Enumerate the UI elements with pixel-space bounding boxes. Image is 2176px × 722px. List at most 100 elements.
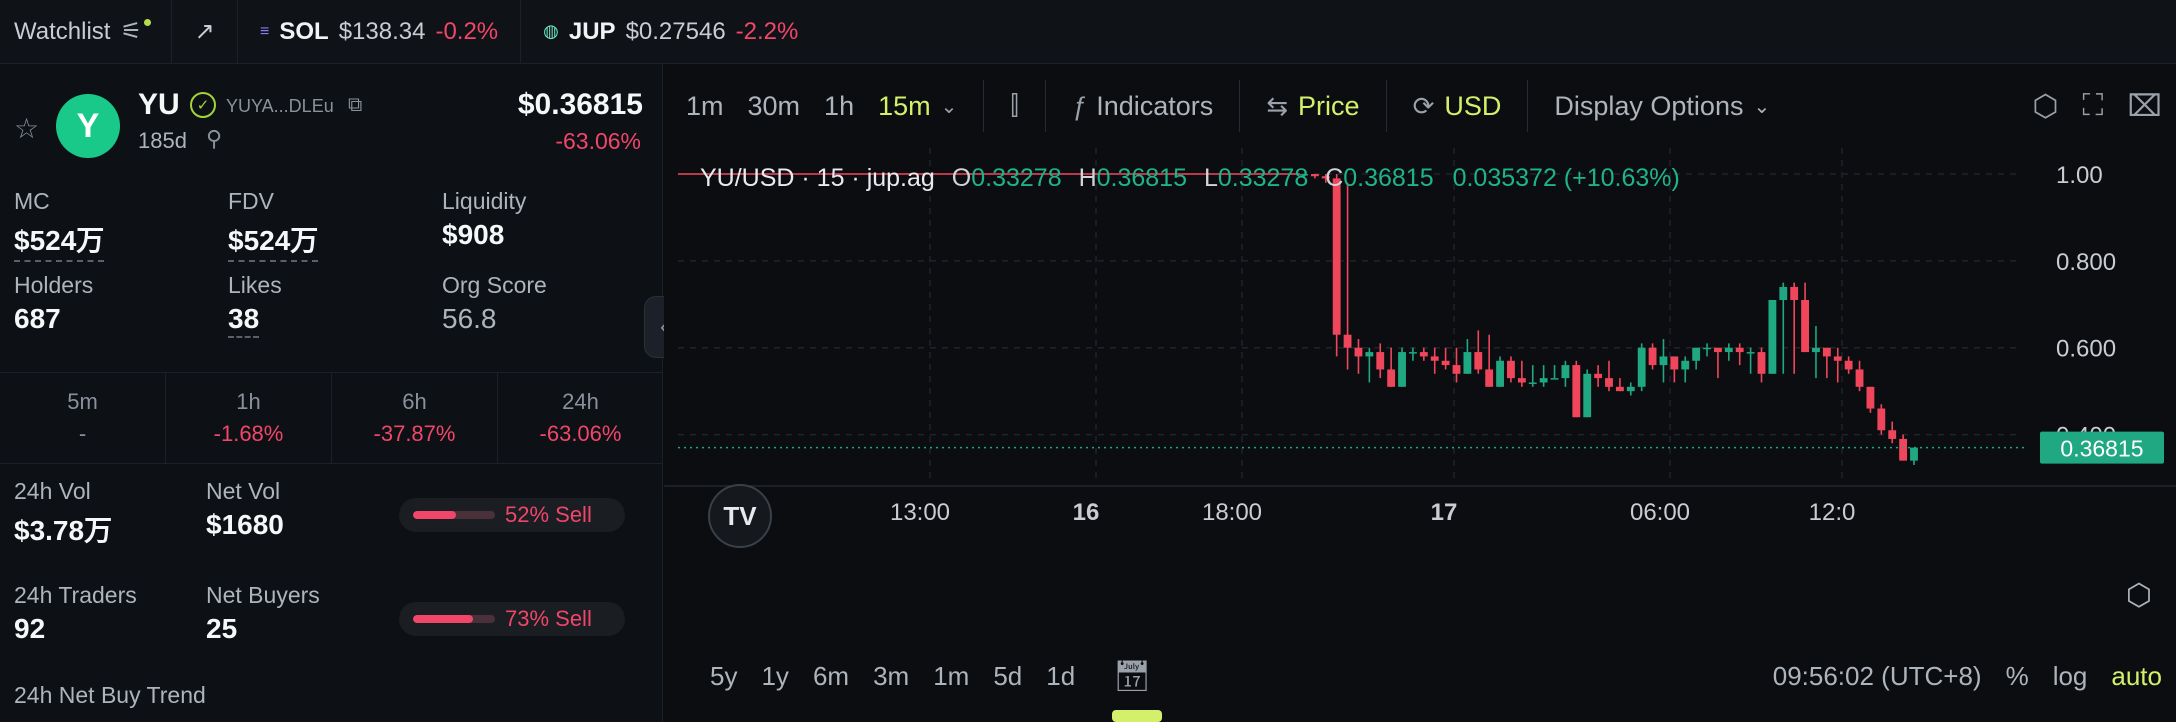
auto-toggle[interactable]: auto [2111, 660, 2162, 691]
stat-org-score: Org Score 56.8 [442, 272, 547, 335]
chevron-down-icon: ⌄ [1753, 95, 1771, 118]
token-symbol: YU [138, 88, 180, 121]
indicators-button[interactable]: ƒ Indicators [1060, 64, 1226, 148]
traders-sell-fill [413, 615, 473, 623]
candle-body [1398, 352, 1406, 387]
candle-body [1376, 352, 1385, 370]
candle-body [1310, 174, 1319, 177]
stat-value: 25 [206, 613, 238, 644]
range-3m[interactable]: 3m [873, 660, 910, 691]
copy-icon[interactable]: ⧉ [348, 94, 363, 116]
stat-label: 24h Vol [14, 478, 91, 504]
price-chart[interactable]: 1.000.8000.6000.40013:001618:001706:0012… [664, 148, 2176, 630]
watch-asset-sol[interactable]: ≡ SOL $138.34 -0.2% [238, 0, 522, 64]
price-toggle[interactable]: ⇆ Price [1254, 64, 1371, 148]
calendar-icon[interactable]: 📅︎ [1113, 659, 1152, 693]
stat-value[interactable]: 38 [228, 303, 260, 338]
price-label: Price [1298, 90, 1360, 121]
stat-net-buyers: Net Buyers 25 [206, 582, 320, 645]
candle-body [1419, 352, 1428, 357]
stat-net-vol: Net Vol $1680 [206, 478, 284, 541]
stat-value[interactable]: $524万 [14, 219, 105, 262]
asset-price: $0.27546 [625, 17, 726, 45]
candle-body [1724, 347, 1733, 353]
interval-1m[interactable]: 1m [686, 90, 724, 121]
timeframe-24h[interactable]: 24h -63.06% [498, 373, 663, 463]
settings-button[interactable]: ⬡ [2020, 64, 2070, 148]
candle-body [1648, 347, 1657, 366]
x-tick-label: 06:00 [1630, 499, 1690, 526]
percent-toggle[interactable]: % [2005, 660, 2029, 691]
candle-body [1441, 360, 1450, 366]
search-icon[interactable]: ⚲ [206, 126, 223, 151]
stat-value: $908 [442, 219, 505, 250]
stat-value: 92 [14, 613, 46, 644]
candle-body [1572, 365, 1581, 418]
axis-settings-icon[interactable]: ⬡ [2125, 579, 2152, 612]
star-icon[interactable]: ☆ [14, 113, 40, 144]
token-info-panel: ☆ Y YU ✓ YUYA...DLEu ⧉ 185d ⚲ $0.36815 -… [0, 64, 663, 722]
timeframe-6h[interactable]: 6h -37.87% [332, 373, 498, 463]
candle-body [1626, 386, 1635, 392]
range-6m[interactable]: 6m [812, 660, 850, 691]
watchlist-button[interactable]: Watchlist ⚟ [0, 0, 172, 64]
tradingview-logo[interactable]: TV [708, 484, 772, 548]
log-toggle[interactable]: log [2052, 660, 2088, 691]
candle-body [1300, 174, 1308, 176]
stat-likes: Likes 38 [228, 272, 282, 338]
candle-body [1354, 347, 1363, 357]
candle-body [1528, 382, 1537, 384]
timeframe-1h[interactable]: 1h -1.68% [166, 373, 332, 463]
legend-l: 0.33278 [1217, 164, 1309, 192]
candle-body [1496, 360, 1504, 387]
candle-style-button[interactable]: ⫿ [998, 64, 1030, 148]
expand-arrow-icon[interactable]: ↗ [172, 0, 238, 64]
indicators-label: Indicators [1096, 90, 1214, 121]
last-price-tag [2040, 431, 2164, 464]
range-1y[interactable]: 1y [761, 660, 789, 691]
candle-body [1332, 178, 1341, 335]
range-5d[interactable]: 5d [993, 660, 1023, 691]
candle-body [1833, 356, 1842, 361]
fullscreen-button[interactable]: ⛶ [2070, 64, 2115, 148]
candle-body [1812, 347, 1820, 353]
usd-label: USD [1444, 90, 1502, 121]
range-1m[interactable]: 1m [933, 660, 970, 691]
timeframe-5m[interactable]: 5m - [0, 373, 166, 463]
legend-h-label: H [1078, 164, 1097, 192]
stat-label: Holders [14, 272, 94, 298]
candle-body [1757, 352, 1766, 374]
candle-body [1844, 360, 1853, 370]
resize-handle[interactable] [1112, 710, 1162, 722]
range-1d[interactable]: 1d [1046, 660, 1076, 691]
chart-panel: 1m 30m 1h 15m ⌄ ⫿ ƒ Indicators ⇆ Price ⟳… [664, 64, 2176, 722]
volume-section: 24h Vol $3.78万 Net Vol $1680 52% Sell 24… [0, 464, 663, 722]
hexagon-settings-icon: ⬡ [2032, 89, 2059, 123]
legend-c: 0.36815 [1343, 164, 1434, 192]
display-options-dropdown[interactable]: Display Options ⌄ [1542, 64, 1782, 148]
legend-c-label: C [1325, 164, 1344, 192]
interval-1h[interactable]: 1h [824, 90, 855, 121]
chart-bottom-bar: 5y 1y 6m 3m 1m 5d 1d 📅︎ 09:56:02 (UTC+8)… [664, 630, 2176, 722]
stat-label: Net Vol [206, 478, 281, 504]
candle-body [1637, 347, 1646, 387]
vol-sell-fill [413, 511, 456, 519]
stat-label: FDV [228, 188, 274, 214]
range-5y[interactable]: 5y [710, 660, 738, 691]
chart-legend: YU/USD · 15 · jup.ag O0.33278 H0.36815 L… [700, 164, 1680, 193]
watchlist-label: Watchlist [14, 17, 111, 45]
interval-dropdown[interactable]: 15m ⌄ [866, 64, 969, 148]
token-header: ☆ Y YU ✓ YUYA...DLEu ⧉ 185d ⚲ $0.36815 -… [0, 64, 663, 184]
y-tick-label: 0.600 [2056, 336, 2116, 363]
legend-o: 0.33278 [971, 164, 1062, 192]
x-tick-label: 18:00 [1202, 499, 1262, 526]
stat-value: $3.78万 [14, 515, 113, 546]
interval-30m[interactable]: 30m [747, 90, 801, 121]
currency-toggle[interactable]: ⟳ USD [1401, 64, 1514, 148]
screenshot-button[interactable]: ⌧ [2115, 64, 2176, 148]
chart-toolbar: 1m 30m 1h 15m ⌄ ⫿ ƒ Indicators ⇆ Price ⟳… [664, 64, 2176, 148]
display-options-label: Display Options [1554, 90, 1744, 121]
watch-asset-jup[interactable]: ◍ JUP $0.27546 -2.2% [521, 0, 820, 64]
stat-value[interactable]: $524万 [228, 219, 319, 262]
asset-symbol: JUP [568, 17, 616, 45]
